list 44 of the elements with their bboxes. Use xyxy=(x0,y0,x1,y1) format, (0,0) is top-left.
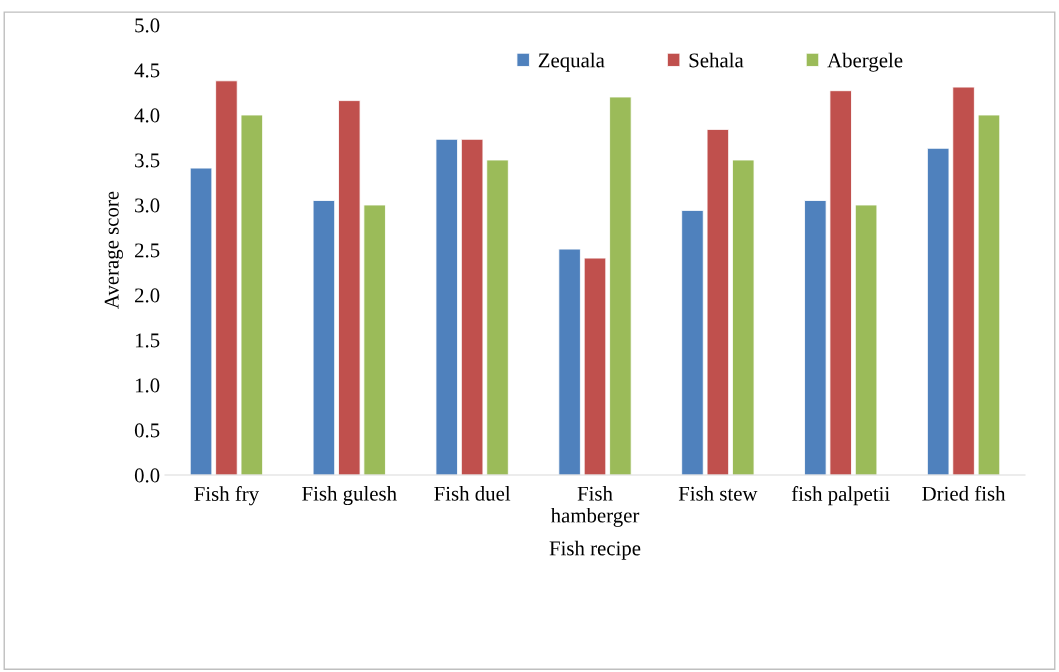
legend-label: Abergele xyxy=(827,52,903,72)
bar xyxy=(706,128,730,475)
bar xyxy=(609,96,632,475)
bar xyxy=(363,204,386,475)
bar xyxy=(681,209,704,475)
x-tick-label: Fish gulesh xyxy=(302,486,397,506)
bar xyxy=(732,159,755,475)
bar xyxy=(854,204,878,475)
legend-label: Sehala xyxy=(689,52,744,68)
y-tick-label: 0.5 xyxy=(134,423,160,438)
bar xyxy=(435,138,458,475)
x-axis-title: Fish recipe xyxy=(549,540,641,560)
bar xyxy=(583,257,607,475)
y-tick-label: 5.0 xyxy=(135,18,160,33)
bar xyxy=(189,167,213,475)
x-tick-label: Fish stew xyxy=(678,486,758,501)
y-tick-label: 0.0 xyxy=(134,468,160,483)
bar xyxy=(240,114,264,475)
y-axis-title: Average score xyxy=(104,191,123,309)
x-tick-label: Dried fish xyxy=(922,485,1006,501)
bar xyxy=(215,80,238,475)
bar xyxy=(558,248,581,475)
bar xyxy=(460,138,484,475)
bar xyxy=(829,90,852,475)
legend-label: Zequala xyxy=(538,52,605,72)
y-tick-label: 3.0 xyxy=(135,198,160,213)
bar xyxy=(338,100,361,475)
bar xyxy=(926,147,950,475)
y-tick-label: 1.0 xyxy=(135,378,160,393)
y-tick-label: 4.0 xyxy=(134,108,160,123)
y-tick-label: 2.5 xyxy=(135,243,160,258)
bar xyxy=(977,114,1001,475)
bar xyxy=(952,86,975,475)
x-tick-label: Fish fry xyxy=(194,486,260,506)
x-tick-label: fish palpetii xyxy=(791,486,890,506)
x-tick-label: Fish hamberger xyxy=(550,486,640,527)
y-tick-label: 1.5 xyxy=(135,333,160,348)
y-tick-label: 3.5 xyxy=(135,153,160,168)
bar xyxy=(486,159,509,475)
bar xyxy=(312,200,336,475)
bar xyxy=(804,200,827,475)
y-tick-label: 4.5 xyxy=(134,63,160,78)
x-tick-label: Fish duel xyxy=(434,486,511,501)
y-tick-label: 2.0 xyxy=(135,288,160,303)
